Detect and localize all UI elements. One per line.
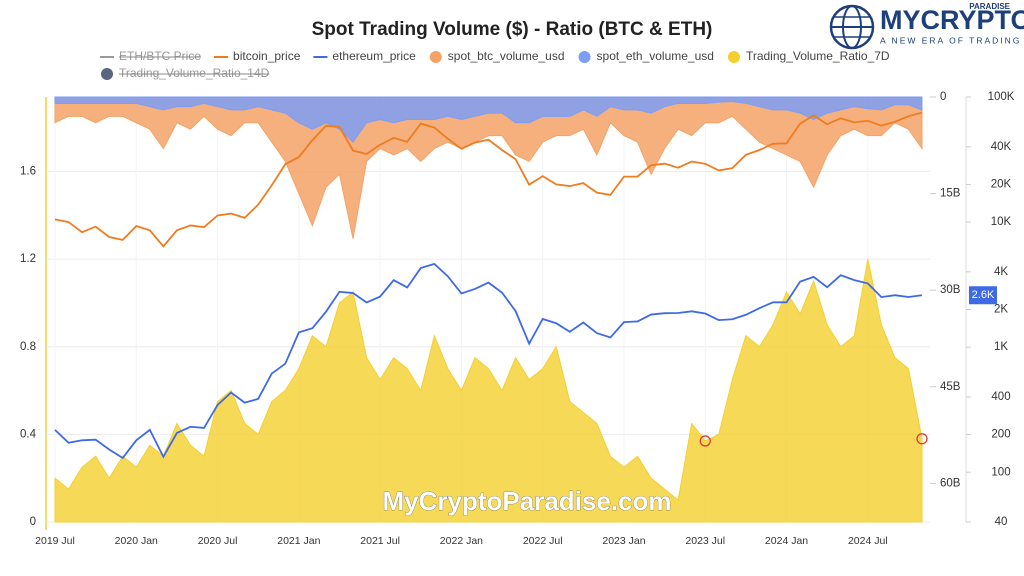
y3-tick-label: 2K	[994, 304, 1008, 316]
highlight-marker	[916, 433, 928, 445]
y-tick-label: 1.2	[20, 253, 36, 265]
y2-tick-label: 45B	[940, 381, 961, 393]
y-tick-label: 0.4	[20, 428, 37, 440]
x-tick-label: 2023 Jul	[685, 535, 725, 547]
area	[54, 96, 923, 143]
logo-tag: PARADISE	[969, 2, 1010, 11]
watermark: MyCryptoParadise.com	[383, 486, 672, 516]
x-tick-label: 2022 Jul	[523, 535, 563, 547]
chart-title: Spot Trading Volume ($) - Ratio (BTC & E…	[312, 19, 713, 40]
highlight-marker	[699, 435, 711, 447]
last-value-box	[969, 286, 997, 305]
y-tick-label: 0.8	[20, 341, 36, 353]
y3-tick-label: 400	[991, 391, 1010, 403]
line	[54, 111, 923, 248]
y3-tick-label: 20K	[991, 178, 1012, 190]
legend-label: bitcoin_price	[233, 49, 301, 63]
logo: PARADISE MYCRYPTO A NEW ERA OF TRADING	[829, 2, 1024, 50]
last-value-label: 2.6K	[972, 289, 995, 301]
y2-tick-label: 0	[940, 91, 946, 103]
x-tick-label: 2022 Jan	[440, 535, 483, 547]
y3-tick-label: 40K	[991, 141, 1012, 153]
legend-label: spot_eth_volume_usd	[597, 49, 714, 63]
y3-tick-label: 200	[991, 429, 1010, 441]
y3-tick-label: 10K	[991, 216, 1012, 228]
y-tick-label: 1.6	[20, 166, 36, 178]
y2-tick-label: 30B	[940, 284, 961, 296]
legend-label: ethereum_price	[332, 49, 416, 63]
x-tick-label: 2019 Jul	[35, 535, 75, 547]
legend-swatch	[429, 51, 442, 63]
x-tick-label: 2023 Jan	[602, 535, 645, 547]
x-tick-label: 2024 Jul	[848, 535, 888, 547]
line	[54, 262, 923, 460]
y3-tick-label: 40	[995, 516, 1008, 528]
x-tick-label: 2020 Jul	[198, 535, 238, 547]
area	[54, 96, 923, 239]
logo-slogan: A NEW ERA OF TRADING	[880, 35, 1021, 45]
y3-tick-label: 100K	[988, 91, 1015, 103]
x-tick-label: 2021 Jan	[277, 535, 320, 547]
legend-swatch	[101, 68, 113, 80]
x-tick-label: 2020 Jan	[115, 535, 158, 547]
x-tick-label: 2024 Jan	[765, 535, 808, 547]
y3-tick-label: 100	[991, 466, 1010, 478]
y-tick-label: 0	[30, 516, 36, 528]
legend-swatch	[727, 51, 740, 63]
legend-label: ETH/BTC Price	[119, 49, 201, 63]
y3-tick-label: 1K	[994, 341, 1008, 353]
legend-label: Trading_Volume_Ratio_14D	[119, 66, 270, 80]
legend-swatch	[578, 51, 591, 63]
logo-name: MYCRYPTO	[880, 5, 1024, 35]
area	[54, 259, 923, 523]
y2-tick-label: 60B	[940, 477, 961, 489]
legend-label: spot_btc_volume_usd	[448, 49, 565, 63]
y2-tick-label: 15B	[940, 188, 961, 200]
y3-tick-label: 4K	[994, 266, 1008, 278]
x-tick-label: 2021 Jul	[360, 535, 400, 547]
legend-label: Trading_Volume_Ratio_7D	[746, 49, 890, 63]
